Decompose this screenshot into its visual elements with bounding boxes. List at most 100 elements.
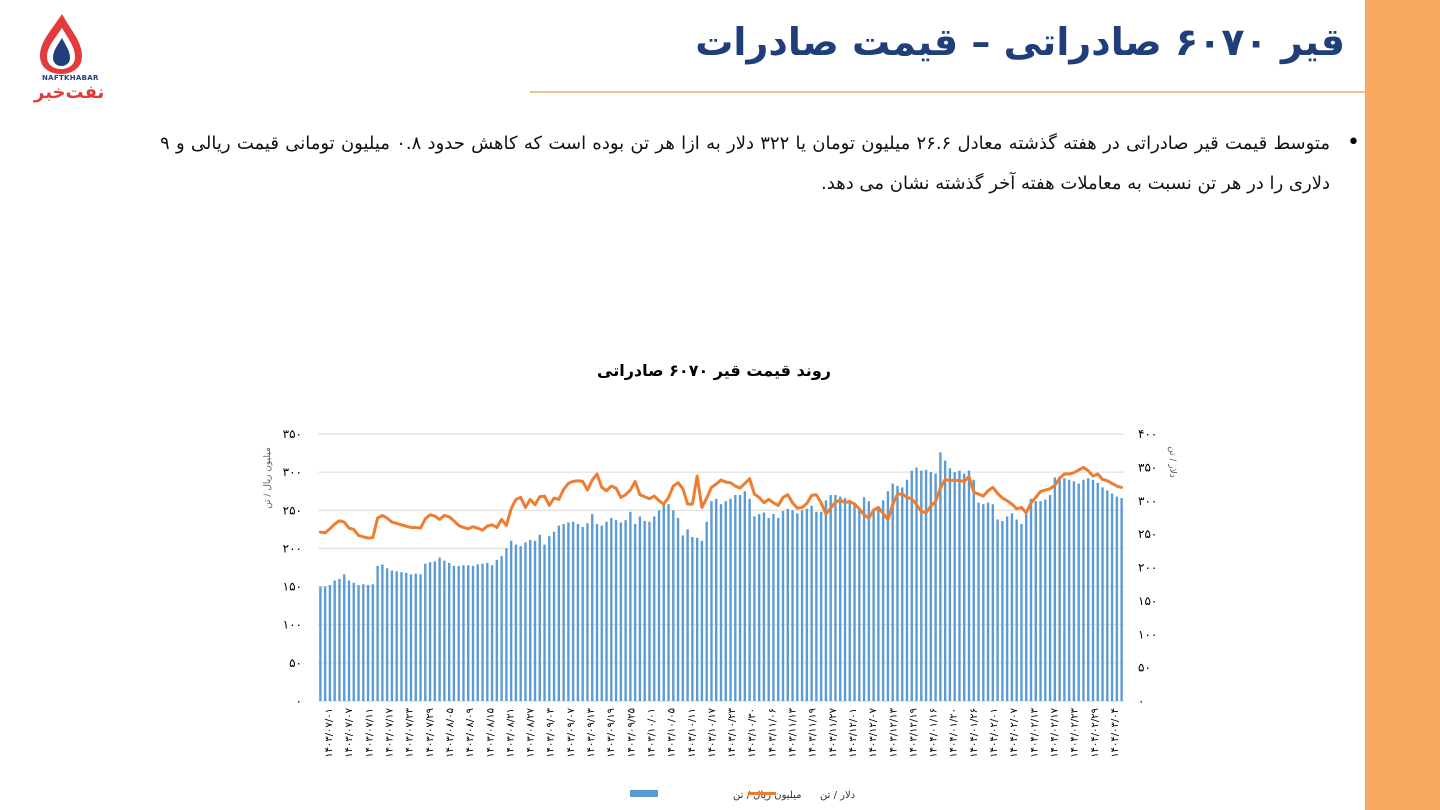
bar — [939, 452, 942, 701]
bar — [538, 534, 541, 701]
bar — [767, 517, 770, 701]
bar — [424, 563, 427, 701]
bar — [667, 504, 670, 701]
x-tick-label: ۱۴۰۴/۰۲/۲۹ — [1090, 708, 1101, 758]
bar — [757, 514, 761, 701]
x-tick-label: ۱۴۰۳/۰۸/۰۵ — [445, 708, 456, 758]
bar — [1091, 479, 1095, 701]
bar — [414, 573, 417, 701]
left-tick-label: ۱۰۰ — [283, 618, 302, 632]
bar — [443, 560, 446, 701]
bar — [710, 501, 713, 701]
bar — [781, 511, 785, 701]
bar — [381, 564, 384, 701]
x-tick-label: ۱۴۰۳/۱۰/۰۵ — [667, 708, 678, 758]
logo-persian-text: نفت‌خبر — [34, 82, 105, 103]
bar — [991, 504, 995, 701]
bar — [433, 561, 437, 701]
x-tick-label: ۱۴۰۳/۰۷/۱۷ — [385, 707, 396, 757]
bar — [686, 529, 689, 701]
x-tick-label: ۱۴۰۳/۱۰/۲۳ — [727, 707, 738, 757]
legend-label-dollar: دلار / تن — [820, 790, 855, 801]
bar — [824, 500, 828, 701]
bar — [958, 470, 961, 701]
bar — [319, 586, 322, 701]
flame-drop-icon — [40, 14, 82, 74]
bar — [1044, 499, 1047, 701]
bar — [533, 540, 537, 701]
summary-bullet: • متوسط قیمت قیر صادراتی در هفته گذشته م… — [160, 124, 1360, 204]
bar — [896, 485, 899, 701]
bar — [405, 572, 408, 701]
bar — [648, 521, 651, 701]
bar — [357, 585, 360, 701]
bar — [743, 491, 747, 701]
bar — [829, 495, 832, 701]
bar — [457, 565, 460, 701]
bar — [705, 521, 708, 701]
bar — [1015, 519, 1018, 701]
bar — [1115, 496, 1119, 701]
right-tick-label: ۱۵۰ — [1138, 594, 1157, 608]
bar — [657, 510, 661, 701]
accent-band — [1365, 0, 1440, 810]
bar — [1005, 516, 1009, 701]
summary-text: متوسط قیمت قیر صادراتی در هفته گذشته معا… — [160, 133, 1330, 194]
bar — [719, 504, 723, 701]
bar — [867, 501, 871, 701]
left-tick-label: ۵۰ — [289, 656, 302, 670]
bar — [762, 512, 766, 701]
line-series — [318, 465, 1124, 540]
bar — [1110, 493, 1114, 701]
left-axis-label: میلیون ریال / تن — [263, 447, 273, 509]
x-tick-label: ۱۴۰۳/۰۹/۰۷ — [566, 707, 577, 757]
x-tick-label: ۱۴۰۳/۱۲/۱۹ — [908, 708, 919, 758]
bar — [967, 470, 971, 701]
bar — [1067, 479, 1071, 701]
chart-axes: ۰ ۵۰ ۱۰۰ ۱۵۰ ۲۰۰ ۲۵۰ ۳۰۰ ۳۵۰ ۰ ۵۰ ۱۰۰ ۱۵۰ ۲۰۰ ۲۵۰ ۳۰۰ ۳… — [283, 427, 1158, 758]
bar — [562, 524, 565, 701]
bar — [571, 521, 575, 701]
bar — [843, 498, 847, 701]
bar — [963, 473, 966, 701]
bar — [347, 580, 351, 701]
bar — [476, 564, 479, 701]
bar — [362, 584, 365, 701]
x-tick-label: ۱۴۰۴/۰۱/۲۰ — [949, 708, 960, 758]
left-tick-label: ۲۵۰ — [283, 503, 302, 517]
right-axis-label: دلار / تن — [1167, 446, 1177, 478]
bar — [390, 570, 394, 701]
bar — [819, 511, 823, 701]
bar — [409, 574, 413, 701]
x-tick-label: ۱۴۰۴/۰۲/۰۱ — [989, 708, 1000, 758]
x-tick-label: ۱۴۰۳/۰۸/۲۷ — [526, 707, 537, 757]
bar — [1101, 487, 1104, 701]
bar — [481, 563, 484, 701]
left-tick-label: ۱۵۰ — [283, 580, 302, 594]
bar — [996, 519, 999, 701]
bar — [1096, 482, 1099, 701]
x-tick-label: ۱۴۰۳/۱۱/۰۶ — [767, 708, 778, 758]
x-tick-label: ۱۴۰۴/۰۱/۲۶ — [969, 708, 980, 758]
bar — [982, 504, 985, 701]
bar — [672, 510, 675, 701]
x-tick-label: ۱۴۰۳/۰۹/۱۳ — [586, 707, 597, 757]
x-tick-label: ۱۴۰۳/۰۸/۰۹ — [465, 708, 476, 758]
bar — [548, 536, 551, 701]
bar — [977, 502, 980, 701]
bar — [796, 513, 799, 701]
bar — [800, 510, 804, 701]
bar — [929, 472, 933, 701]
bar — [419, 574, 422, 701]
title-underline — [530, 91, 1365, 93]
bar — [1029, 498, 1033, 701]
legend-swatch-dollar — [748, 792, 776, 795]
bar — [366, 585, 370, 701]
bar — [552, 531, 556, 701]
bar — [729, 498, 732, 701]
bar — [862, 497, 866, 701]
bar — [695, 537, 699, 701]
bar — [586, 523, 589, 701]
bar — [352, 582, 355, 701]
bar — [514, 544, 518, 701]
